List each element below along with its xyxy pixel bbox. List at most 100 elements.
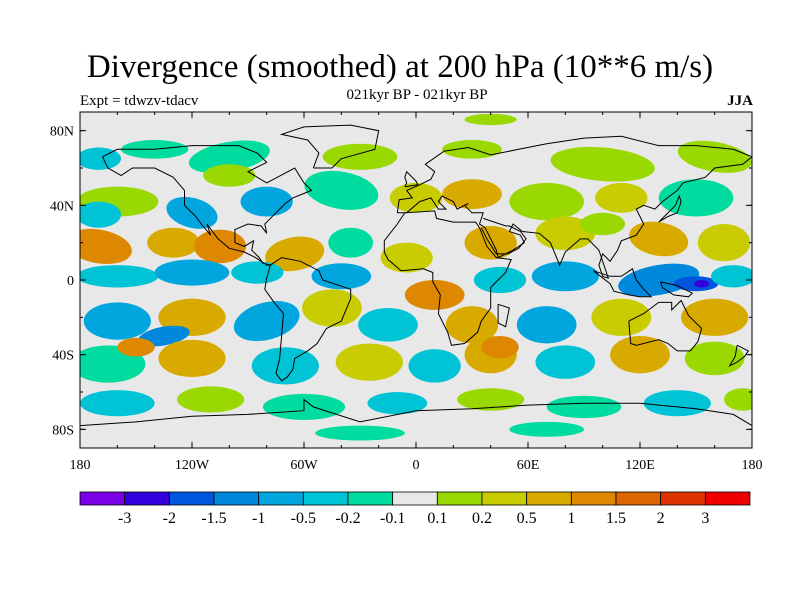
coastlines [80, 124, 752, 427]
colorbar-label: -0.2 [335, 510, 360, 527]
colorbar-label: -1 [252, 510, 265, 527]
contour-blob [80, 390, 155, 417]
lat-label: 0 [67, 274, 74, 289]
coastline [592, 268, 653, 298]
contour-blob [681, 298, 749, 337]
contour-blob [509, 182, 584, 221]
coastline [658, 194, 682, 223]
contour-blob [457, 388, 525, 411]
contour-blob [481, 336, 519, 359]
contour-blob [117, 337, 155, 357]
colorbar-label: -3 [118, 510, 131, 527]
lat-label: 80N [50, 125, 74, 140]
contour-blob [188, 140, 270, 174]
colorbar-swatch [213, 491, 260, 506]
contour-blob [240, 186, 293, 217]
colorbar-label: 1.5 [606, 510, 626, 527]
coastline [101, 145, 313, 266]
colorbar-swatch [481, 491, 528, 506]
lat-label: 80S [52, 423, 74, 438]
colorbar-swatch [526, 491, 572, 506]
contour-blob [138, 325, 190, 347]
contour-blob [643, 390, 711, 417]
contour-blob [442, 140, 502, 159]
colorbar-swatch [615, 491, 662, 506]
contour-blob [322, 143, 398, 170]
contour-blob [509, 421, 584, 437]
colorbar-label: 0.2 [472, 510, 492, 527]
map-subtitle: 021kyr BP - 021kyr BP [346, 87, 488, 103]
contour-blob [677, 140, 752, 173]
colorbar-swatch [347, 491, 394, 506]
contour-blob [684, 341, 745, 376]
contour-blob [154, 259, 230, 286]
colorbar-swatch [660, 491, 706, 506]
contour-blob [231, 261, 284, 284]
contour-blob [83, 302, 151, 340]
lon-label: 180 [70, 458, 91, 473]
colorbar-swatch [258, 491, 304, 506]
contour-blob [591, 298, 652, 337]
lon-label: 120W [175, 458, 210, 473]
coastline [279, 124, 380, 169]
contour-blob [516, 306, 577, 344]
colorbar-label: 2 [657, 510, 665, 527]
lon-label: 60W [290, 458, 318, 473]
coastline [383, 210, 512, 346]
contour-blob [193, 229, 247, 264]
contour-blob [367, 392, 428, 415]
contour-blob [302, 289, 362, 327]
coastline [497, 303, 510, 328]
coastline [264, 257, 352, 382]
coastline [396, 135, 752, 279]
contour-blob [629, 221, 689, 257]
colorbar-label: -0.5 [291, 510, 316, 527]
contour-blob [265, 236, 325, 272]
contour-blob [80, 265, 159, 288]
lat-label: 40S [52, 349, 74, 364]
colorbar-label: -0.1 [380, 510, 405, 527]
lon-label: 180 [742, 458, 763, 473]
colorbar-label: 1 [567, 510, 575, 527]
contour-blob [442, 179, 502, 210]
contour-blob [531, 261, 599, 292]
contour-blob [335, 343, 403, 381]
contour-blob [404, 280, 465, 310]
colorbar-label: 0.1 [427, 510, 447, 527]
lon-label: 0 [413, 458, 420, 473]
colorbar-swatch [168, 491, 215, 506]
contour-blob [408, 349, 461, 383]
colorbar-label: -1.5 [201, 510, 226, 527]
colorbar-label: 0.5 [517, 510, 537, 527]
colorbar-swatch [124, 491, 170, 506]
contour-blob [80, 201, 122, 228]
season-label: JJA [727, 93, 753, 109]
colorbar-swatch [436, 491, 483, 506]
contour-blob [464, 113, 517, 126]
colorbar-swatch [392, 491, 438, 506]
contour-blob [535, 345, 596, 379]
contour-blob [389, 182, 443, 213]
contour-blob [546, 395, 622, 419]
coastline [404, 170, 419, 188]
contour-blob [710, 265, 752, 288]
lon-label: 60E [517, 458, 540, 473]
contour-blob [464, 225, 517, 260]
experiment-label: Expt = tdwzv-tdacv [80, 93, 199, 109]
coastline [660, 281, 694, 298]
lat-label: 40N [50, 199, 74, 214]
contour-blob [315, 425, 405, 441]
colorbar-swatch [570, 491, 617, 506]
contour-blob [251, 347, 319, 385]
contour-blob [358, 308, 418, 342]
contour-blob [610, 336, 670, 374]
colorbar-swatch [79, 491, 126, 506]
contour-blob [80, 228, 132, 264]
contour-blob [595, 182, 648, 213]
contour-blob [473, 266, 527, 294]
contour-blob [147, 227, 200, 258]
contour-blob [380, 242, 433, 273]
contour-blob [304, 170, 379, 210]
